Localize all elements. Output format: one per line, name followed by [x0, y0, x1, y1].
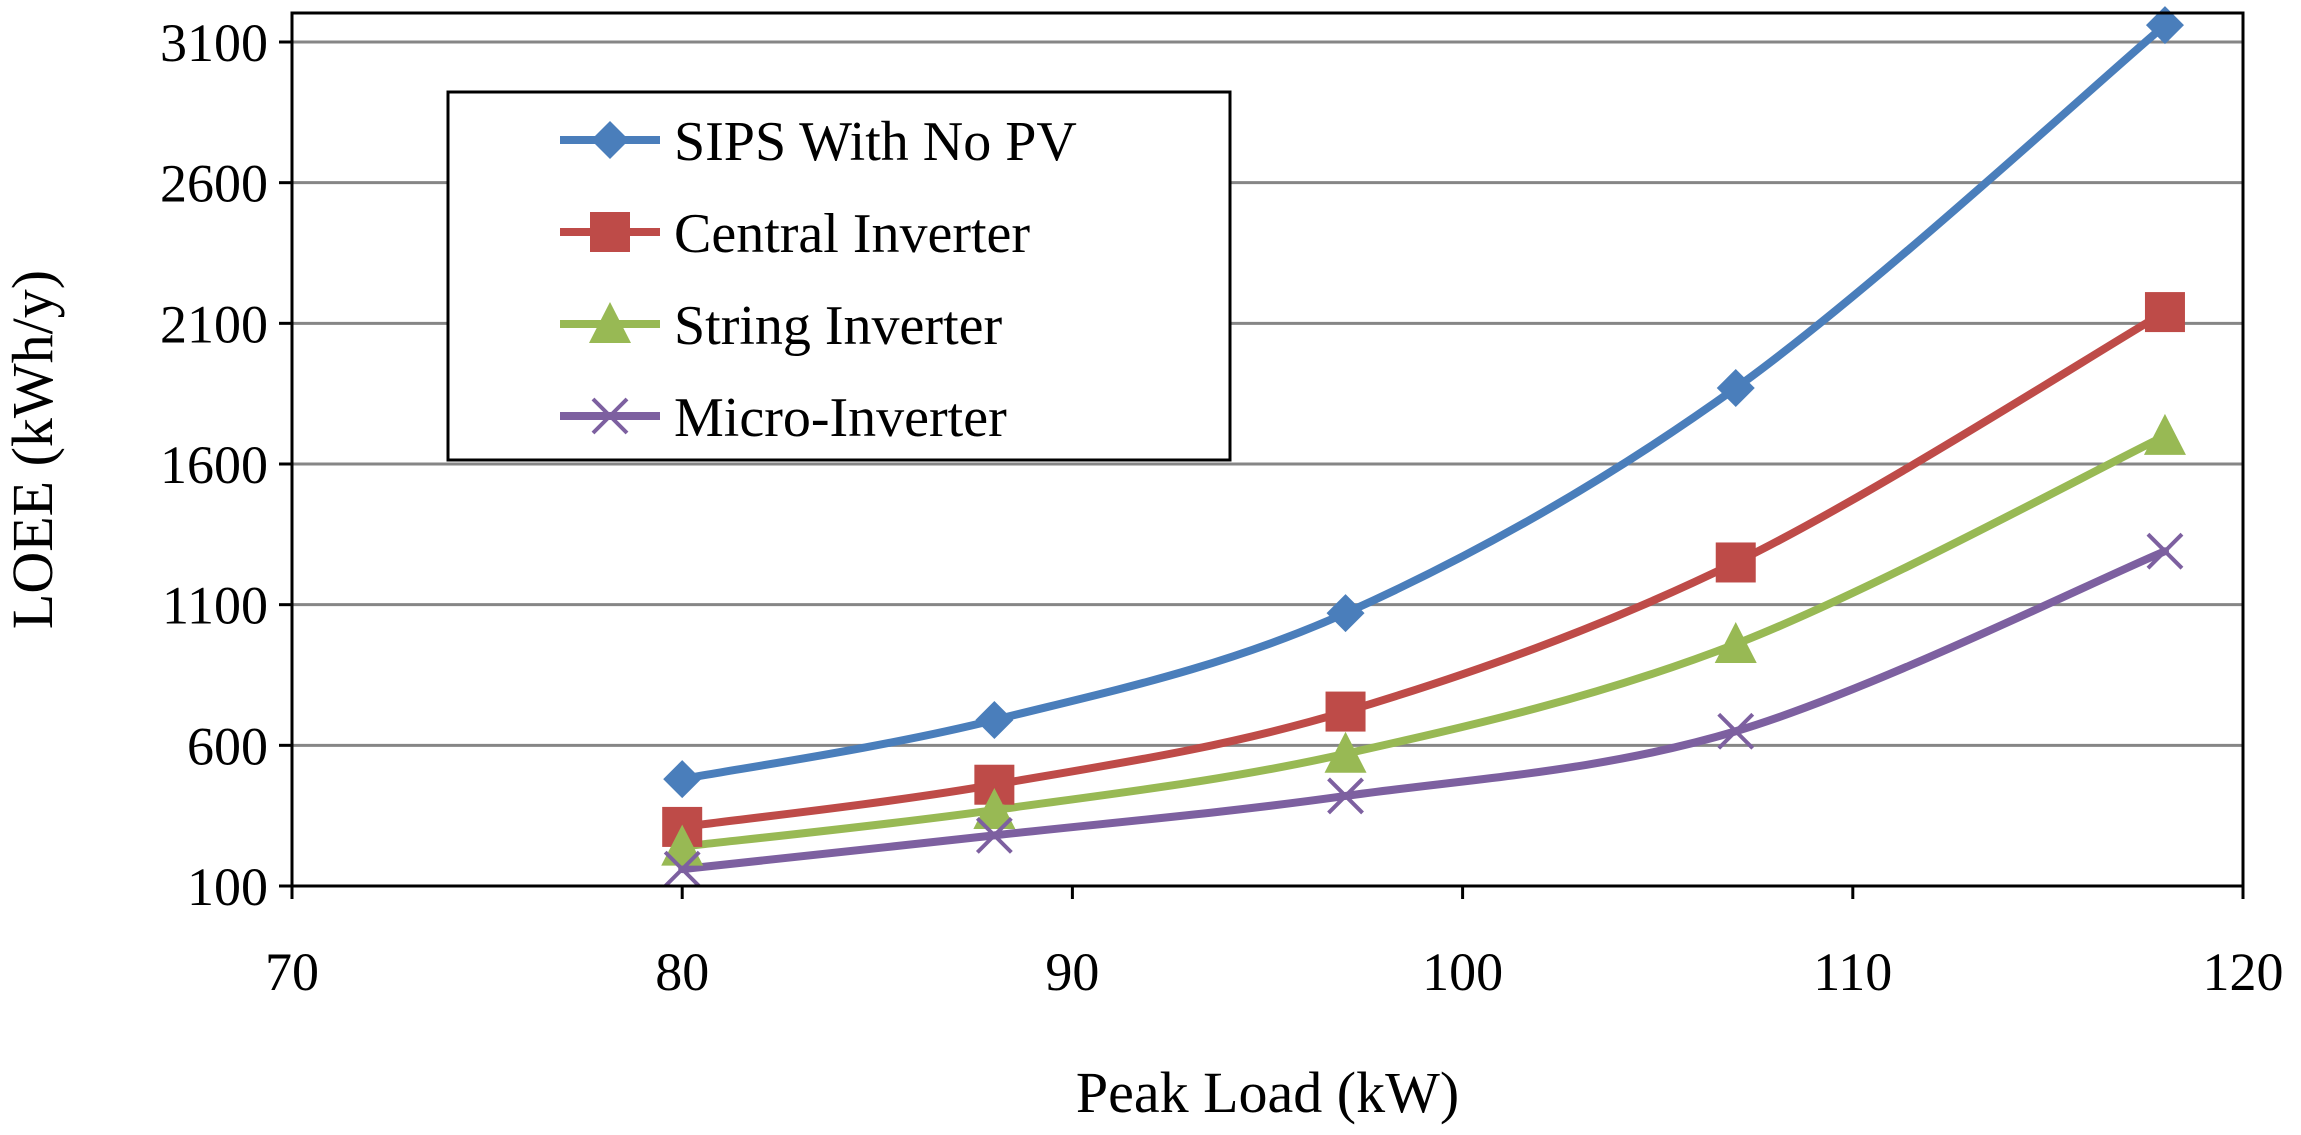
- y-tick-label: 1600: [160, 435, 268, 495]
- y-tick-label: 3100: [160, 13, 268, 73]
- data-point-x: [1327, 777, 1364, 815]
- series-line-4: [678, 547, 2169, 874]
- x-tick-label: 80: [655, 942, 709, 1002]
- data-point-triangle: [2143, 413, 2186, 455]
- legend-label: String Inverter: [674, 295, 1002, 357]
- data-point-diamond: [1326, 594, 1365, 633]
- data-point-triangle: [1324, 731, 1367, 773]
- legend-marker-square: [590, 212, 630, 252]
- series-line-1: [678, 21, 2169, 784]
- data-point-diamond: [2145, 6, 2184, 45]
- legend-marker-x: [591, 397, 629, 435]
- x-tick-label: 110: [1813, 942, 1892, 1002]
- legend-marker-diamond: [591, 121, 629, 159]
- series-line-2: [678, 308, 2169, 831]
- legend-box: [446, 90, 1232, 462]
- data-point-x: [2146, 532, 2184, 570]
- data-point-triangle: [661, 824, 704, 866]
- data-point-x: [1717, 712, 1755, 750]
- data-point-x: [975, 816, 1013, 854]
- legend: SIPS With No PV Central Inverter String In…: [446, 90, 1232, 462]
- series-lines: [678, 21, 2169, 874]
- x-tick-label: 70: [265, 942, 319, 1002]
- plot-frame: [290, 11, 2245, 888]
- data-point-triangle: [1714, 622, 1757, 664]
- y-tick-label: 600: [187, 716, 268, 776]
- x-tick-label: 90: [1045, 942, 1099, 1002]
- series-markers: [661, 6, 2186, 888]
- legend-marker-triangle: [589, 302, 631, 343]
- y-axis-title: LOEE (kWh/y): [0, 270, 65, 629]
- data-point-x: [663, 850, 701, 888]
- data-point-diamond: [663, 760, 702, 799]
- data-point-square: [1325, 691, 1366, 732]
- data-point-square: [1715, 542, 1756, 583]
- y-tick-label: 100: [187, 857, 268, 917]
- x-axis-ticks: 70 80 90 100 110 120: [265, 886, 2284, 1002]
- y-tick-label: 2100: [160, 294, 268, 354]
- x-tick-label: 100: [1422, 942, 1503, 1002]
- series-line-3: [678, 431, 2169, 851]
- data-point-square: [2144, 292, 2185, 333]
- legend-label: Central Inverter: [674, 203, 1030, 265]
- y-tick-label: 2600: [160, 154, 268, 214]
- y-axis-ticks: 100 600 1100 1600 2100 2600 3100: [160, 13, 292, 917]
- x-axis-title: Peak Load (kW): [1076, 1060, 1459, 1125]
- data-point-diamond: [1716, 369, 1755, 408]
- x-tick-label: 120: [2203, 942, 2284, 1002]
- data-point-triangle: [973, 788, 1016, 830]
- y-tick-label: 1100: [162, 576, 268, 636]
- legend-label: Micro-Inverter: [674, 387, 1007, 449]
- legend-label: SIPS With No PV: [674, 111, 1077, 173]
- data-point-diamond: [975, 701, 1014, 740]
